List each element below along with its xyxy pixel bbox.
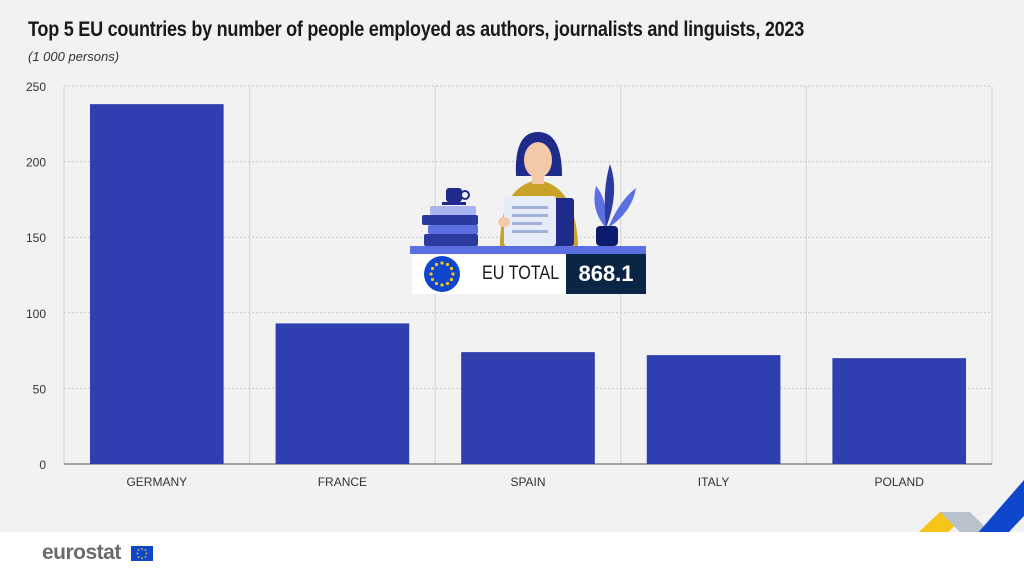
eu-flag-icon xyxy=(424,256,460,292)
y-tick-label: 150 xyxy=(26,231,46,245)
book-icon xyxy=(422,215,478,225)
book-icon xyxy=(430,206,476,215)
bar xyxy=(89,104,224,465)
person-face xyxy=(524,142,552,178)
y-tick-label: 0 xyxy=(39,458,46,472)
bar xyxy=(646,355,781,464)
x-tick-label: POLAND xyxy=(875,475,925,489)
y-tick-label: 50 xyxy=(33,382,47,396)
paper-line xyxy=(512,222,542,225)
eurostat-logo: eurostat xyxy=(42,541,121,564)
eu-logo-stars-icon xyxy=(136,548,148,559)
y-tick-label: 200 xyxy=(26,156,46,170)
x-tick-label: GERMANY xyxy=(126,475,187,489)
paper-icon xyxy=(504,196,556,246)
eu-total-value: 868.1 xyxy=(566,254,646,294)
paper-line xyxy=(512,214,548,217)
cup-handle-icon xyxy=(460,190,470,200)
bar xyxy=(461,352,595,464)
plant-pot-icon xyxy=(596,226,618,246)
xlabels-layer: GERMANY FRANCE SPAIN ITALY POLAND xyxy=(126,475,924,489)
x-tick-label: ITALY xyxy=(698,475,730,489)
chart-subtitle: (1 000 persons) xyxy=(28,49,120,64)
ticks-layer: 0 50 100 150 200 250 xyxy=(26,80,46,472)
chart-title: Top 5 EU countries by number of people e… xyxy=(28,18,805,41)
y-tick-label: 100 xyxy=(26,307,46,321)
plant-leaf-icon xyxy=(604,164,615,228)
x-tick-label: FRANCE xyxy=(318,475,367,489)
footer xyxy=(0,532,1024,576)
book-icon xyxy=(428,225,478,234)
illustration xyxy=(410,132,646,254)
cup-icon xyxy=(446,188,462,202)
x-tick-label: SPAIN xyxy=(510,475,545,489)
book-icon xyxy=(424,234,478,246)
paper-line xyxy=(512,206,548,209)
eu-stars-icon xyxy=(429,261,455,287)
plant-leaf-icon xyxy=(594,186,607,228)
bar xyxy=(275,323,410,464)
y-tick-label: 250 xyxy=(26,80,46,94)
eu-logo-flag-icon xyxy=(131,546,153,561)
saucer-icon xyxy=(442,202,466,205)
desk-top xyxy=(410,246,646,254)
bar xyxy=(832,358,967,464)
eu-total-card: EU TOTAL 868.1 xyxy=(412,254,646,294)
bars-layer xyxy=(89,104,967,465)
person-bangs xyxy=(522,137,554,150)
paper-line xyxy=(512,230,548,233)
eu-total-label: EU TOTAL xyxy=(482,263,560,284)
person-hand xyxy=(498,217,510,227)
plant-leaf-icon xyxy=(608,188,636,228)
